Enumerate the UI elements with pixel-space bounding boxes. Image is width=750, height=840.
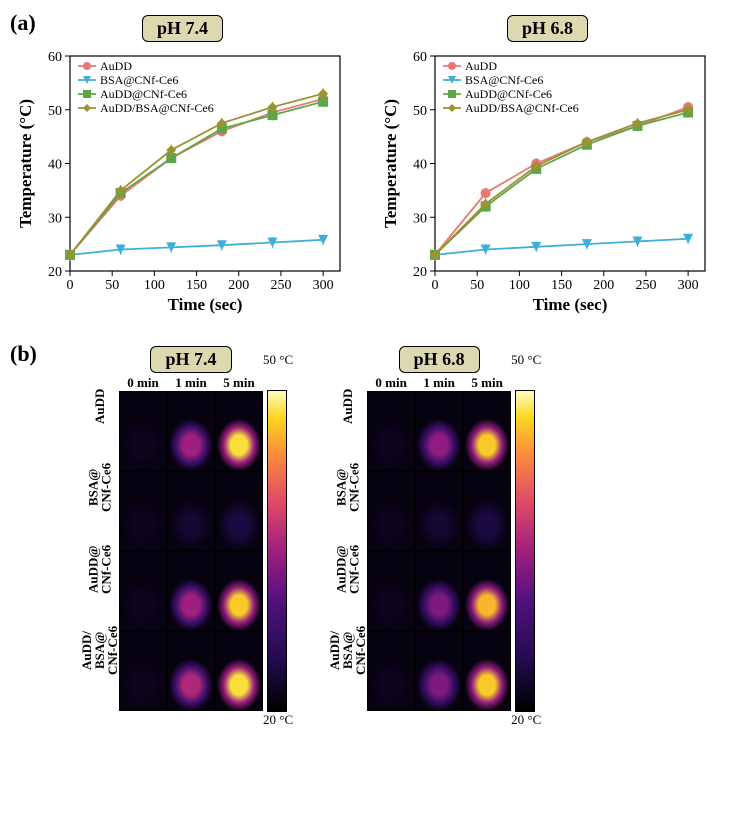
heat-cell <box>167 551 215 631</box>
heat-cell <box>167 631 215 711</box>
svg-text:Temperature (°C): Temperature (°C) <box>381 99 400 228</box>
svg-text:0: 0 <box>432 278 439 293</box>
svg-text:200: 200 <box>593 278 614 293</box>
svg-text:AuDD: AuDD <box>100 59 132 73</box>
chart-ph74: 0 50 100 150 200 250 300 20 30 40 50 60 Time (sec) Te… <box>15 46 350 316</box>
heat-cell <box>463 391 511 471</box>
svg-text:0: 0 <box>67 278 74 293</box>
svg-text:150: 150 <box>186 278 207 293</box>
svg-text:300: 300 <box>678 278 699 293</box>
heat-cell <box>119 631 167 711</box>
chart-ph74-wrap: pH 7.4 0 50 100 150 200 250 300 20 30 40 50 60 Time … <box>15 15 350 321</box>
svg-text:30: 30 <box>413 211 427 226</box>
heat-cell <box>119 471 167 551</box>
heat-panel-ph74: AuDDBSA@CNf-Ce6AuDD@CNf-Ce6AuDD/BSA@CNf-… <box>80 346 293 728</box>
heat-cell <box>415 551 463 631</box>
heat-cell <box>463 551 511 631</box>
svg-text:150: 150 <box>551 278 572 293</box>
svg-text:250: 250 <box>270 278 291 293</box>
heat-cell <box>367 471 415 551</box>
ph74-tag-b: pH 7.4 <box>150 346 231 373</box>
ph74-tag-a: pH 7.4 <box>142 15 223 42</box>
panel-b-row: (b) AuDDBSA@CNf-Ce6AuDD@CNf-Ce6AuDD/BSA@… <box>15 346 735 728</box>
time-header-1: 0 min1 min5 min <box>119 375 263 391</box>
svg-text:40: 40 <box>48 158 62 173</box>
panel-a-row: (a) pH 7.4 0501001502002503002030405060T… <box>15 15 735 321</box>
heat-cell <box>215 471 263 551</box>
svg-text:AuDD/BSA@CNf-Ce6: AuDD/BSA@CNf-Ce6 <box>465 101 579 115</box>
heat-cell <box>167 391 215 471</box>
svg-text:AuDD@CNf-Ce6: AuDD@CNf-Ce6 <box>465 87 552 101</box>
heat-grid-ph68 <box>367 391 511 711</box>
svg-text:BSA@CNf-Ce6: BSA@CNf-Ce6 <box>465 73 543 87</box>
heat-cell <box>415 391 463 471</box>
svg-text:BSA@CNf-Ce6: BSA@CNf-Ce6 <box>100 73 178 87</box>
svg-text:60: 60 <box>48 50 62 65</box>
heat-cell <box>215 551 263 631</box>
panel-a-label: (a) <box>10 10 36 36</box>
svg-text:100: 100 <box>144 278 165 293</box>
time-header-2: 0 min1 min5 min <box>367 375 511 391</box>
heat-cell <box>215 391 263 471</box>
svg-text:300: 300 <box>313 278 334 293</box>
svg-text:50: 50 <box>105 278 119 293</box>
svg-text:AuDD: AuDD <box>465 59 497 73</box>
heat-cell <box>119 551 167 631</box>
colorbar-1: 50 °C 20 °C <box>263 346 293 728</box>
ph68-tag-a: pH 6.8 <box>507 15 588 42</box>
svg-text:60: 60 <box>413 50 427 65</box>
colorbar-2: 50 °C 20 °C <box>511 346 541 728</box>
chart-ph68-wrap: pH 6.8 0 50 100 150 200 250 300 20 30 40 50 60 Time … <box>380 15 715 321</box>
svg-text:250: 250 <box>635 278 656 293</box>
heat-cell <box>167 471 215 551</box>
svg-text:20: 20 <box>48 265 62 280</box>
heat-cell <box>415 471 463 551</box>
svg-text:20: 20 <box>413 265 427 280</box>
heat-cell <box>367 391 415 471</box>
svg-text:50: 50 <box>413 104 427 119</box>
svg-text:40: 40 <box>413 158 427 173</box>
svg-text:AuDD@CNf-Ce6: AuDD@CNf-Ce6 <box>100 87 187 101</box>
chart-ph68: 0 50 100 150 200 250 300 20 30 40 50 60 Time (sec) Te… <box>380 46 715 316</box>
svg-text:200: 200 <box>228 278 249 293</box>
heat-cell <box>215 631 263 711</box>
svg-text:100: 100 <box>509 278 530 293</box>
svg-text:Temperature (°C): Temperature (°C) <box>16 99 35 228</box>
svg-text:AuDD/BSA@CNf-Ce6: AuDD/BSA@CNf-Ce6 <box>100 101 214 115</box>
heat-cell <box>463 471 511 551</box>
svg-text:Time (sec): Time (sec) <box>168 295 243 314</box>
heat-panel-ph68: AuDDBSA@CNf-Ce6AuDD@CNf-Ce6AuDD/BSA@CNf-… <box>328 346 541 728</box>
svg-text:30: 30 <box>48 211 62 226</box>
svg-text:Time (sec): Time (sec) <box>533 295 608 314</box>
heat-cell <box>119 391 167 471</box>
heat-cell <box>367 631 415 711</box>
heat-cell <box>463 631 511 711</box>
ph68-tag-b: pH 6.8 <box>399 346 480 373</box>
panel-b-label: (b) <box>10 341 37 367</box>
heat-cell <box>415 631 463 711</box>
svg-text:50: 50 <box>470 278 484 293</box>
heat-grid-ph74 <box>119 391 263 711</box>
svg-text:50: 50 <box>48 104 62 119</box>
heat-cell <box>367 551 415 631</box>
